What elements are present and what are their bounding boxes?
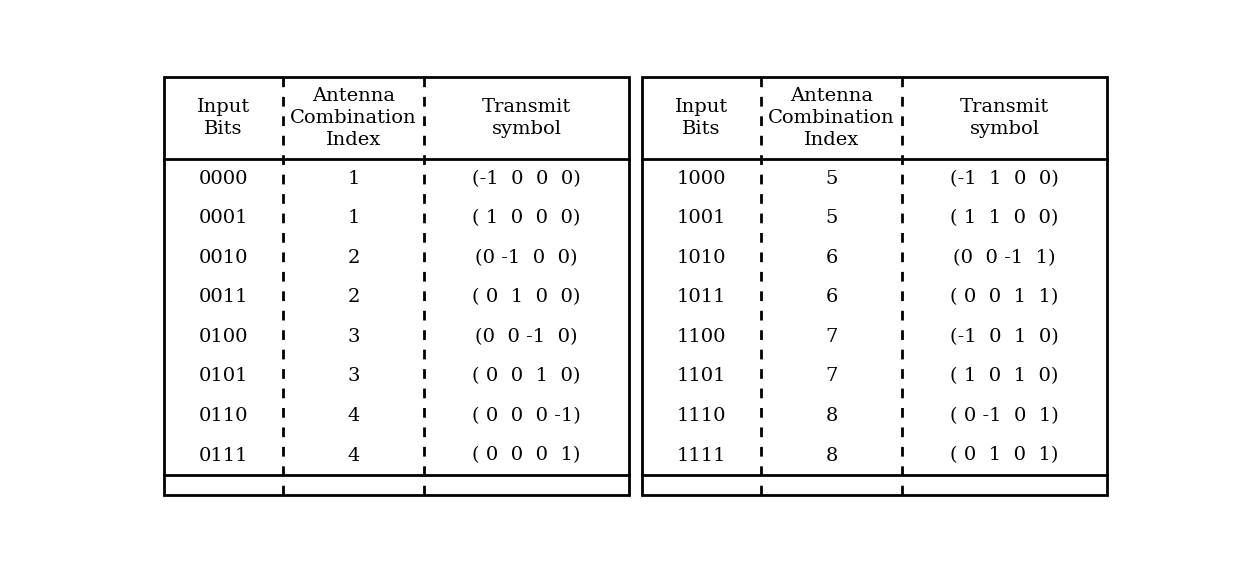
Text: 1001: 1001 (677, 209, 727, 227)
Text: 3: 3 (347, 328, 360, 346)
Text: 6: 6 (826, 249, 838, 266)
Text: Input
Bits: Input Bits (675, 98, 728, 138)
Text: 4: 4 (347, 407, 360, 425)
Text: 0111: 0111 (198, 447, 248, 464)
Text: (-1  0  0  0): (-1 0 0 0) (472, 170, 580, 188)
Text: 8: 8 (826, 407, 838, 425)
Text: 7: 7 (826, 328, 838, 346)
Text: ( 0  1  0  1): ( 0 1 0 1) (950, 447, 1059, 464)
Text: ( 1  1  0  0): ( 1 1 0 0) (950, 209, 1059, 227)
Text: 2: 2 (347, 288, 360, 306)
Text: 0110: 0110 (198, 407, 248, 425)
Text: 1011: 1011 (677, 288, 727, 306)
Text: 2: 2 (347, 249, 360, 266)
Text: ( 1  0  1  0): ( 1 0 1 0) (950, 367, 1059, 386)
Text: (0  0 -1  0): (0 0 -1 0) (475, 328, 578, 346)
Text: ( 0  0  1  1): ( 0 0 1 1) (950, 288, 1059, 306)
Text: (0 -1  0  0): (0 -1 0 0) (475, 249, 578, 266)
Text: Antenna
Combination
Index: Antenna Combination Index (769, 87, 895, 149)
Text: 1: 1 (347, 170, 360, 188)
Text: ( 0  0  1  0): ( 0 0 1 0) (472, 367, 580, 386)
Text: Transmit
symbol: Transmit symbol (482, 98, 572, 138)
Text: 0101: 0101 (198, 367, 248, 386)
Text: (-1  0  1  0): (-1 0 1 0) (950, 328, 1059, 346)
Text: 1101: 1101 (677, 367, 727, 386)
Text: Antenna
Combination
Index: Antenna Combination Index (290, 87, 417, 149)
Text: 1110: 1110 (677, 407, 727, 425)
Text: 1010: 1010 (677, 249, 727, 266)
Text: (0  0 -1  1): (0 0 -1 1) (954, 249, 1055, 266)
Text: 7: 7 (826, 367, 838, 386)
Text: 5: 5 (826, 209, 838, 227)
Text: ( 0  1  0  0): ( 0 1 0 0) (472, 288, 580, 306)
Text: 1111: 1111 (677, 447, 727, 464)
Text: ( 0  0  0 -1): ( 0 0 0 -1) (472, 407, 580, 425)
Text: ( 1  0  0  0): ( 1 0 0 0) (472, 209, 580, 227)
Bar (164, 77, 629, 496)
Text: 8: 8 (826, 447, 838, 464)
Text: Input
Bits: Input Bits (197, 98, 250, 138)
Text: 0011: 0011 (198, 288, 248, 306)
Text: 5: 5 (826, 170, 838, 188)
Text: 0000: 0000 (198, 170, 248, 188)
Text: 1000: 1000 (677, 170, 727, 188)
Text: 4: 4 (347, 447, 360, 464)
Text: 1: 1 (347, 209, 360, 227)
Text: 0100: 0100 (198, 328, 248, 346)
Text: 0010: 0010 (198, 249, 248, 266)
Text: 3: 3 (347, 367, 360, 386)
Text: 1100: 1100 (677, 328, 727, 346)
Text: 6: 6 (826, 288, 838, 306)
Text: ( 0 -1  0  1): ( 0 -1 0 1) (950, 407, 1059, 425)
Text: 0001: 0001 (198, 209, 248, 227)
Text: ( 0  0  0  1): ( 0 0 0 1) (472, 447, 580, 464)
Bar (642, 77, 1107, 496)
Text: Transmit
symbol: Transmit symbol (960, 98, 1049, 138)
Text: (-1  1  0  0): (-1 1 0 0) (950, 170, 1059, 188)
